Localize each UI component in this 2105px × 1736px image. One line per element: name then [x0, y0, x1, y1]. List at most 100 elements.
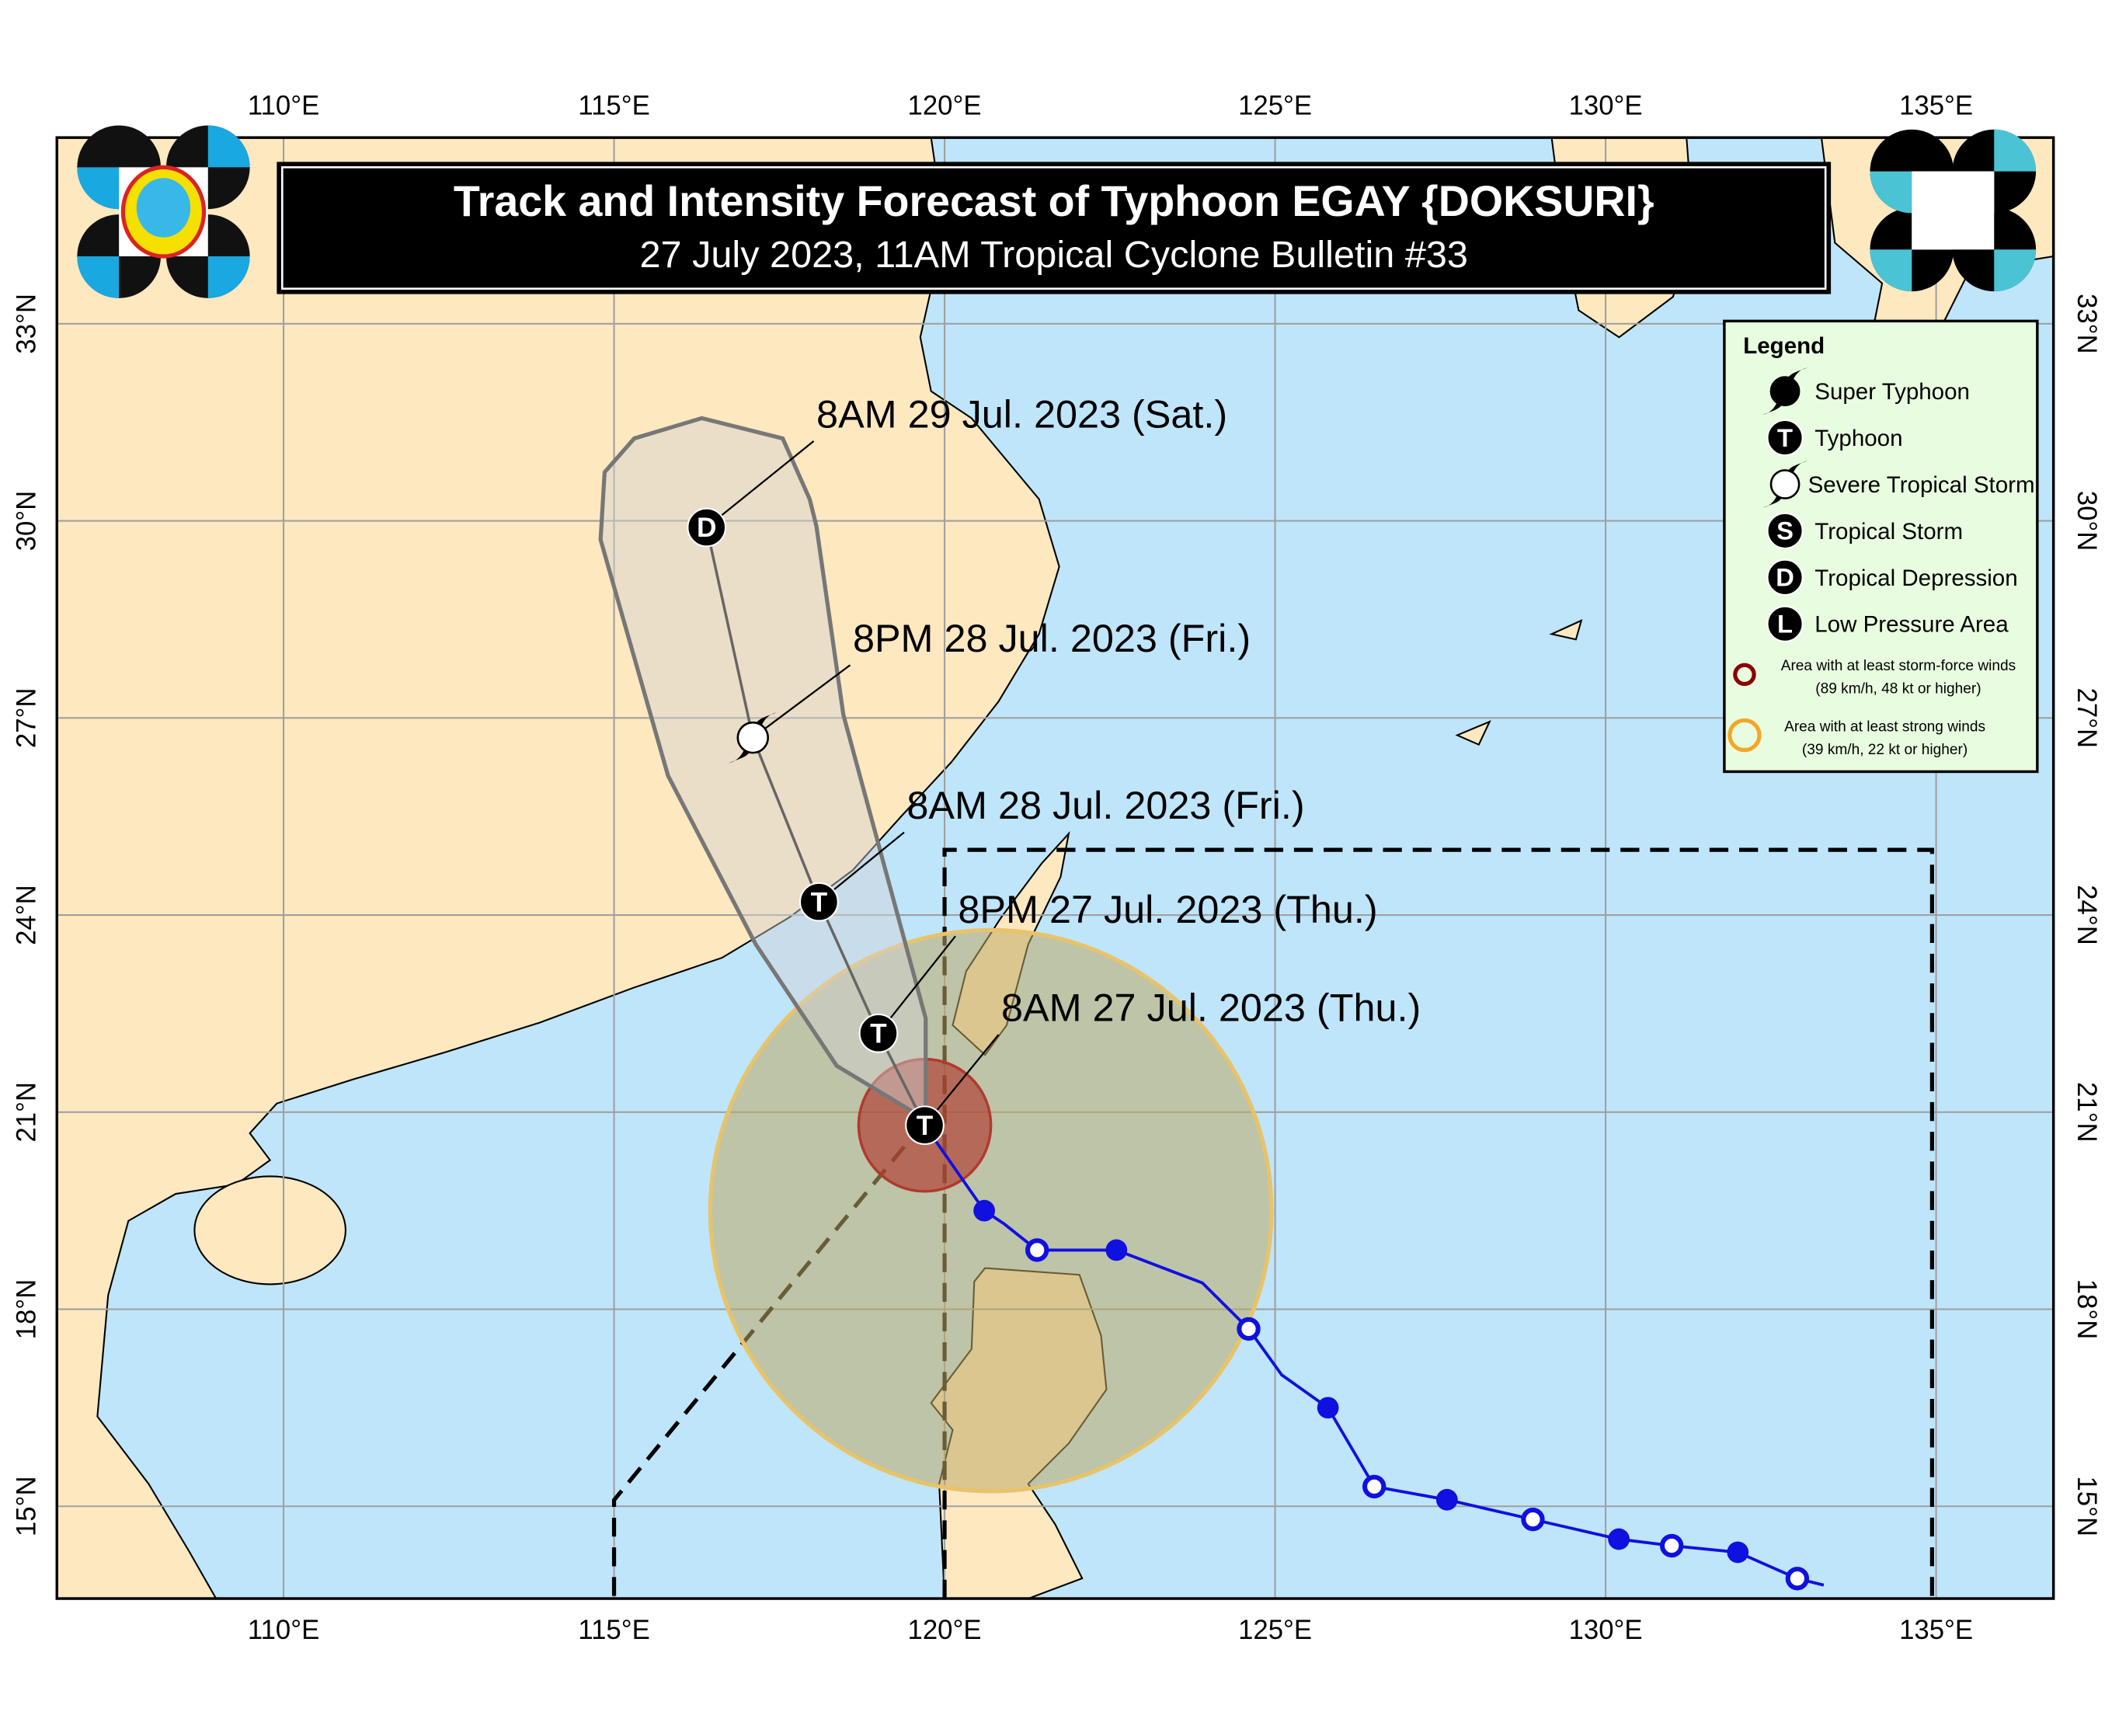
s-category-icon: S	[1766, 512, 1804, 550]
t-category-icon: T	[905, 1105, 945, 1146]
lon-tick-label-top: 125°E	[1238, 92, 1312, 121]
hainan	[193, 1175, 346, 1285]
forecast-points: T 8AM 27 Jul. 2023 (Thu.) T 8PM 27 Jul. 202…	[687, 392, 1421, 1146]
marker-disc	[1766, 605, 1804, 642]
marker-disc	[1766, 512, 1804, 550]
map-frame	[55, 136, 2055, 1600]
forecast-leader-line	[705, 440, 815, 528]
lat-tick-label-left: 15°N	[12, 1476, 41, 1536]
map-subtitle: 27 July 2023, 11AM Tropical Cyclone Bull…	[640, 234, 1468, 276]
lon-tick-label-bottom: 125°E	[1238, 1616, 1312, 1645]
past-track-markers	[973, 1199, 1810, 1591]
legend-item-label: Super Typhoon	[1814, 379, 1970, 405]
axis-ticks: 110°E 110°E 115°E 115°E 120°E 120°E 125°E 125°E…	[12, 92, 2100, 1646]
legend-item-label: Tropical Depression	[1814, 565, 2017, 591]
lat-tick-label-right: 30°N	[2072, 491, 2101, 551]
marker-letter: T	[917, 1111, 934, 1141]
legend: Legend Super Typhoon T Typhoon Severe Tropi…	[1723, 319, 2039, 774]
bagong-pilipinas-logo	[1870, 129, 2037, 292]
marker-disc	[799, 882, 839, 922]
past-position-filled-marker	[1435, 1488, 1458, 1511]
marker-disc	[687, 507, 727, 548]
lat-tick-label-right: 15°N	[2072, 1476, 2101, 1536]
legend-strong-winds-line2: (39 km/h, 22 kt or higher)	[1802, 742, 1968, 758]
lat-tick-label-right: 27°N	[2072, 688, 2101, 749]
lon-tick-label-bottom: 120°E	[908, 1616, 982, 1645]
legend-item-label: Low Pressure Area	[1814, 612, 2009, 638]
pagasa-logo	[77, 125, 250, 298]
lon-tick-label-top: 110°E	[248, 92, 319, 121]
past-position-open-marker	[1025, 1238, 1049, 1262]
legend-item-label: Tropical Storm	[1814, 519, 1963, 544]
forecast-time-label: 8AM 29 Jul. 2023 (Sat.)	[816, 392, 1227, 437]
l-category-icon: L	[1766, 605, 1804, 642]
marker-disc	[1766, 419, 1804, 457]
past-position-open-marker	[1521, 1507, 1545, 1532]
lon-tick-label-bottom: 135°E	[1899, 1616, 1973, 1645]
marker-disc	[1766, 558, 1804, 596]
severe-tropical-storm-icon	[1762, 461, 1808, 508]
lat-tick-label-left: 18°N	[12, 1279, 41, 1340]
marker-letter: T	[811, 887, 828, 917]
lat-tick-label-right: 21°N	[2072, 1082, 2101, 1143]
lat-tick-label-left: 27°N	[12, 688, 41, 749]
lon-tick-label-bottom: 110°E	[248, 1616, 319, 1645]
ryukyu-islands	[1455, 619, 1583, 746]
past-position-open-marker	[1785, 1567, 1810, 1591]
past-position-filled-marker	[1608, 1528, 1630, 1550]
legend-strong-winds-line1: Area with at least strong winds	[1784, 718, 1985, 735]
legend-title: Legend	[1743, 333, 1825, 359]
lat-tick-label-left: 33°N	[12, 294, 41, 354]
forecast-leader-line	[752, 664, 851, 739]
lon-tick-label-bottom: 130°E	[1569, 1616, 1643, 1645]
lat-tick-label-right: 24°N	[2072, 885, 2101, 945]
lat-tick-label-left: 24°N	[12, 885, 41, 945]
forecast-time-label: 8AM 28 Jul. 2023 (Fri.)	[906, 783, 1304, 827]
map-title: Track and Intensity Forecast of Typhoon …	[454, 177, 1654, 225]
lon-tick-label-top: 115°E	[578, 92, 649, 121]
super-typhoon-icon	[1762, 367, 1808, 416]
marker-letter: D	[1776, 563, 1794, 592]
forecast-time-label: 8PM 28 Jul. 2023 (Fri.)	[853, 616, 1251, 660]
past-position-filled-marker	[1317, 1397, 1339, 1419]
t-category-icon: T	[858, 1013, 899, 1053]
lat-tick-label-left: 21°N	[12, 1082, 41, 1143]
t-category-icon: T	[1766, 419, 1804, 457]
d-category-icon: D	[687, 507, 727, 548]
lat-tick-label-right: 18°N	[2072, 1279, 2101, 1340]
lat-tick-label-left: 30°N	[12, 491, 41, 551]
lon-tick-label-top: 120°E	[908, 92, 982, 121]
forecast-time-label: 8PM 27 Jul. 2023 (Thu.)	[958, 887, 1377, 931]
past-position-open-marker	[1237, 1317, 1261, 1341]
swirl-core	[1769, 376, 1801, 407]
marker-letter: S	[1776, 517, 1794, 545]
marker-letter: D	[697, 513, 716, 543]
lon-tick-label-top: 135°E	[1899, 92, 1973, 121]
d-category-icon: D	[1766, 558, 1804, 596]
marker-letter: T	[1777, 423, 1793, 452]
swirl-core	[736, 721, 770, 754]
forecast-cone	[598, 416, 928, 1124]
strong-winds-ring-icon	[1727, 718, 1762, 753]
lat-tick-label-right: 33°N	[2072, 294, 2101, 354]
legend-item-label: Typhoon	[1814, 426, 1902, 451]
title-box: Track and Intensity Forecast of Typhoon …	[277, 162, 1832, 294]
severe-tropical-storm-icon	[728, 711, 778, 764]
legend-storm-force-line1: Area with at least storm-force winds	[1781, 658, 2016, 674]
t-category-icon: T	[799, 882, 839, 922]
legend-storm-force-line2: (89 km/h, 48 kt or higher)	[1815, 681, 1981, 698]
forecast-leader-line	[878, 935, 956, 1034]
forecast-time-label: 8AM 27 Jul. 2023 (Thu.)	[1001, 986, 1421, 1030]
storm-force-ring-icon	[1733, 663, 1756, 687]
past-position-filled-marker	[1727, 1541, 1749, 1564]
marker-disc	[858, 1013, 899, 1053]
swirl-core	[1769, 469, 1801, 499]
marker-letter: T	[870, 1018, 887, 1049]
past-position-open-marker	[1362, 1474, 1387, 1499]
marker-letter: L	[1777, 610, 1793, 638]
past-position-filled-marker	[973, 1199, 996, 1222]
past-position-filled-marker	[1105, 1239, 1128, 1261]
past-position-open-marker	[1659, 1533, 1684, 1558]
